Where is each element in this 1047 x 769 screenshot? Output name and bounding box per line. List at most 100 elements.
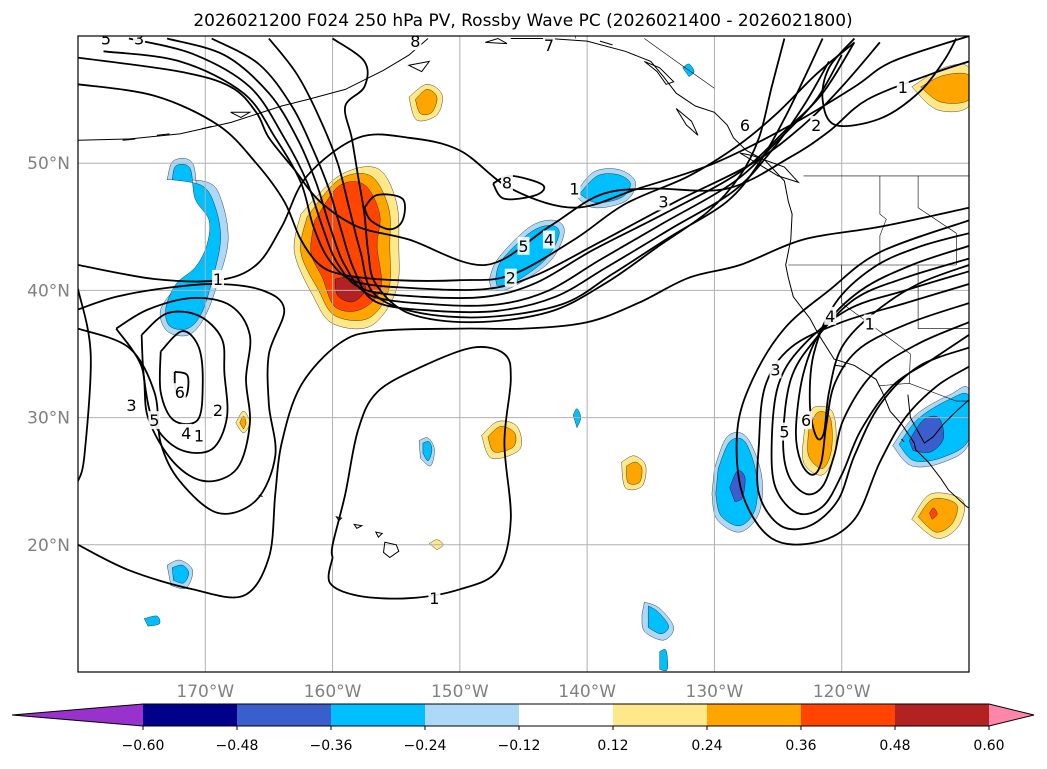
x-tick-label: 170°W xyxy=(176,682,234,702)
contour-label: 2 xyxy=(213,401,223,420)
contour-label: 2 xyxy=(811,116,821,135)
pv-contour-line xyxy=(808,232,969,441)
pv-anomaly-patch xyxy=(917,498,958,533)
x-tick-label: 160°W xyxy=(304,682,362,702)
colorbar-tick-label: 0.48 xyxy=(879,738,910,754)
pv-contour-line xyxy=(78,36,969,283)
island-outline xyxy=(230,111,252,118)
map-frame xyxy=(77,35,970,673)
border-line xyxy=(644,38,715,89)
contour-label-bg xyxy=(125,395,138,414)
contour-label: 1 xyxy=(194,426,204,445)
contour-label: 5 xyxy=(101,30,111,49)
pv-contour-line xyxy=(78,41,855,282)
contour-label-bg xyxy=(212,400,225,419)
pv-anomaly-patch xyxy=(648,605,669,634)
pv-contour-line xyxy=(770,270,969,516)
contour-label: 3 xyxy=(126,396,136,415)
contour-label-bg xyxy=(428,589,441,608)
pv-anomaly-patch xyxy=(626,461,643,485)
contour-label-bg xyxy=(542,36,555,54)
island-outline xyxy=(353,523,364,529)
pv-contours xyxy=(78,36,969,600)
island-outline xyxy=(374,531,384,539)
pv-contour-line xyxy=(782,257,969,496)
island-outline xyxy=(835,364,846,368)
map-background xyxy=(78,36,969,672)
x-tick-label: 120°W xyxy=(813,682,871,702)
contour-label-bg xyxy=(500,173,513,192)
x-tick-label: 150°W xyxy=(431,682,489,702)
island-outline xyxy=(122,138,136,141)
coastlines xyxy=(78,36,969,559)
pv-contour-line xyxy=(128,37,856,300)
axes: 170°W 160°W 150°W 140°W 130°W 120°W 20°N 30°N 40… xyxy=(27,154,871,702)
pv-anomaly-patch xyxy=(143,615,161,627)
pv-contour-line xyxy=(363,193,406,231)
contour-label-bg xyxy=(800,411,813,430)
island-outline xyxy=(675,108,699,136)
y-tick-label: 50°N xyxy=(27,154,70,174)
pv-contour-line xyxy=(268,37,824,319)
colorbar-tick-label: −0.12 xyxy=(498,738,541,754)
colorbar-segment xyxy=(143,704,238,726)
pv-anomaly-patch xyxy=(929,507,938,520)
pv-anomaly-patch xyxy=(682,63,695,77)
contour-label: 2 xyxy=(506,269,516,288)
x-tick-label: 130°W xyxy=(686,682,744,702)
contour-label: 5 xyxy=(518,237,528,256)
chart-title: 2026021200 F024 250 hPa PV, Rossby Wave … xyxy=(193,11,852,31)
contour-label-bg xyxy=(517,236,530,255)
colorbar-segment xyxy=(707,704,802,726)
colorbar-tick-label: −0.24 xyxy=(404,738,447,754)
contour-label: 8 xyxy=(502,173,512,192)
colorbar-tick-label: −0.36 xyxy=(310,738,353,754)
colorbar-tick-label: 0.12 xyxy=(597,738,628,754)
colorbar-tick-label: 0.36 xyxy=(785,738,816,754)
pv-anomaly-patch xyxy=(415,89,438,116)
contour-label: 3 xyxy=(134,30,144,49)
colorbar-extend-high xyxy=(989,704,1034,726)
contour-label-bg xyxy=(212,269,225,288)
contour-label-bg xyxy=(148,411,161,430)
contour-label-bg xyxy=(180,423,193,442)
border-line xyxy=(879,175,887,265)
island-outline xyxy=(407,60,431,73)
x-tick-label: 140°W xyxy=(558,682,616,702)
pv-contour-line xyxy=(794,245,969,476)
coastline xyxy=(78,38,429,141)
contour-label-bg xyxy=(173,383,186,402)
pv-contour-line xyxy=(78,288,92,482)
contour-label-bg xyxy=(778,422,791,441)
contour-label: 1 xyxy=(213,270,223,289)
contour-label: 4 xyxy=(544,231,554,250)
contour-label-bg xyxy=(100,36,113,48)
contour-label-bg xyxy=(657,192,670,211)
colorbar-tick-label: −0.48 xyxy=(216,738,259,754)
pv-contour-line xyxy=(821,37,958,128)
contour-label: 1 xyxy=(569,180,579,199)
contour-label: 3 xyxy=(658,192,668,211)
contour-label: 4 xyxy=(825,307,835,326)
pv-anomaly-patch xyxy=(165,164,221,330)
contour-label: 7 xyxy=(544,36,554,55)
pv-anomaly-patch xyxy=(920,72,969,104)
island-outline xyxy=(485,37,508,45)
contour-label: 1 xyxy=(865,314,875,333)
pv-anomaly-patch xyxy=(572,408,581,429)
island-outline xyxy=(382,541,400,559)
contour-label-bg xyxy=(568,179,581,198)
contour-label-bg xyxy=(542,230,555,249)
island-outline xyxy=(644,60,675,85)
contour-label: 8 xyxy=(410,32,420,51)
colorbar-extend-low xyxy=(12,704,143,726)
pv-contour-line xyxy=(756,283,969,531)
colorbar-segment xyxy=(613,704,708,726)
contour-label: 5 xyxy=(779,423,789,442)
pv-contour-line xyxy=(166,37,843,307)
contour-label-bg xyxy=(824,306,837,325)
colorbar-tick-label: 0.24 xyxy=(691,738,722,754)
pv-contour-line xyxy=(78,206,969,599)
